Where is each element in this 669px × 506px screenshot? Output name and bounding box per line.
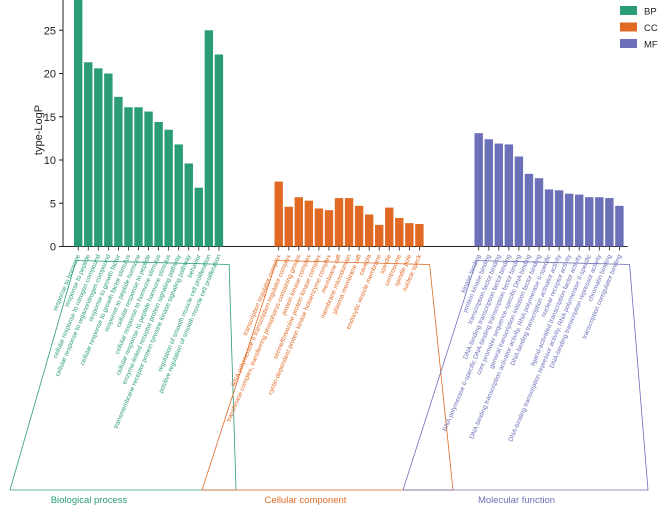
- group-bracket-cc: [201, 260, 454, 491]
- group-label-mf: Molecular function: [478, 495, 555, 506]
- bar-cc: [274, 181, 283, 247]
- bar-cc: [344, 198, 354, 247]
- bar-bp: [84, 62, 93, 247]
- bar-cc: [324, 210, 334, 247]
- bar-cc: [405, 223, 414, 247]
- bar-bp: [184, 163, 193, 247]
- bar-bp: [144, 111, 153, 247]
- bar-cc: [354, 205, 364, 247]
- bar-mf: [474, 133, 483, 247]
- bar-mf: [605, 198, 614, 247]
- bar-mf: [494, 143, 503, 247]
- bar-bp: [194, 187, 203, 247]
- bar-mf: [544, 189, 554, 247]
- bar-bp: [214, 54, 224, 247]
- legend-label-mf: MF: [644, 40, 658, 51]
- bar-bp: [134, 107, 143, 247]
- bar-mf: [504, 144, 514, 247]
- bar-bp: [74, 0, 83, 247]
- bar-cc: [284, 206, 293, 247]
- bar-bp: [154, 121, 163, 247]
- y-axis-title: type-LogP: [33, 105, 45, 155]
- bar-cc: [375, 224, 384, 247]
- group-bracket-bp: [9, 260, 237, 491]
- bar-bp: [94, 68, 103, 247]
- group-bracket-mf: [402, 260, 649, 491]
- bar-mf: [564, 193, 574, 247]
- bar-cc: [294, 197, 303, 247]
- y-tick-label: 25: [44, 25, 56, 37]
- bar-cc: [334, 198, 344, 247]
- bar-bp: [114, 96, 123, 247]
- y-tick-label: 20: [44, 69, 56, 81]
- bar-cc: [415, 224, 424, 247]
- legend-swatch-mf: [620, 39, 637, 48]
- bar-mf: [524, 173, 534, 247]
- y-tick-label: 10: [44, 155, 56, 167]
- legend-swatch-cc: [620, 22, 637, 32]
- bar-bp: [174, 144, 183, 247]
- group-label-cc: Cellular component: [265, 495, 347, 506]
- bar-cc: [314, 208, 324, 247]
- bar-mf: [615, 205, 624, 247]
- bar-cc: [395, 217, 404, 247]
- group-label-bp: Biological process: [51, 495, 128, 506]
- bar-bp: [104, 73, 113, 247]
- bar-mf: [554, 190, 564, 247]
- bar-mf: [575, 194, 584, 247]
- legend-swatch-bp: [620, 6, 637, 15]
- legend-label-bp: BP: [644, 7, 657, 18]
- legend-label-cc: CC: [644, 23, 658, 34]
- bar-bp: [124, 107, 133, 247]
- bar-mf: [595, 197, 604, 247]
- bar-cc: [364, 214, 374, 247]
- y-tick-label: 5: [50, 198, 56, 210]
- y-tick-label: 0: [50, 242, 56, 254]
- bar-mf: [534, 178, 544, 247]
- y-tick-label: 15: [44, 112, 56, 124]
- bar-bp: [164, 129, 173, 247]
- bar-cc: [385, 207, 394, 247]
- bar-mf: [484, 139, 493, 247]
- bar-bp: [204, 30, 214, 247]
- bar-cc: [304, 200, 314, 247]
- bar-mf: [585, 197, 594, 247]
- bar-mf: [514, 156, 524, 247]
